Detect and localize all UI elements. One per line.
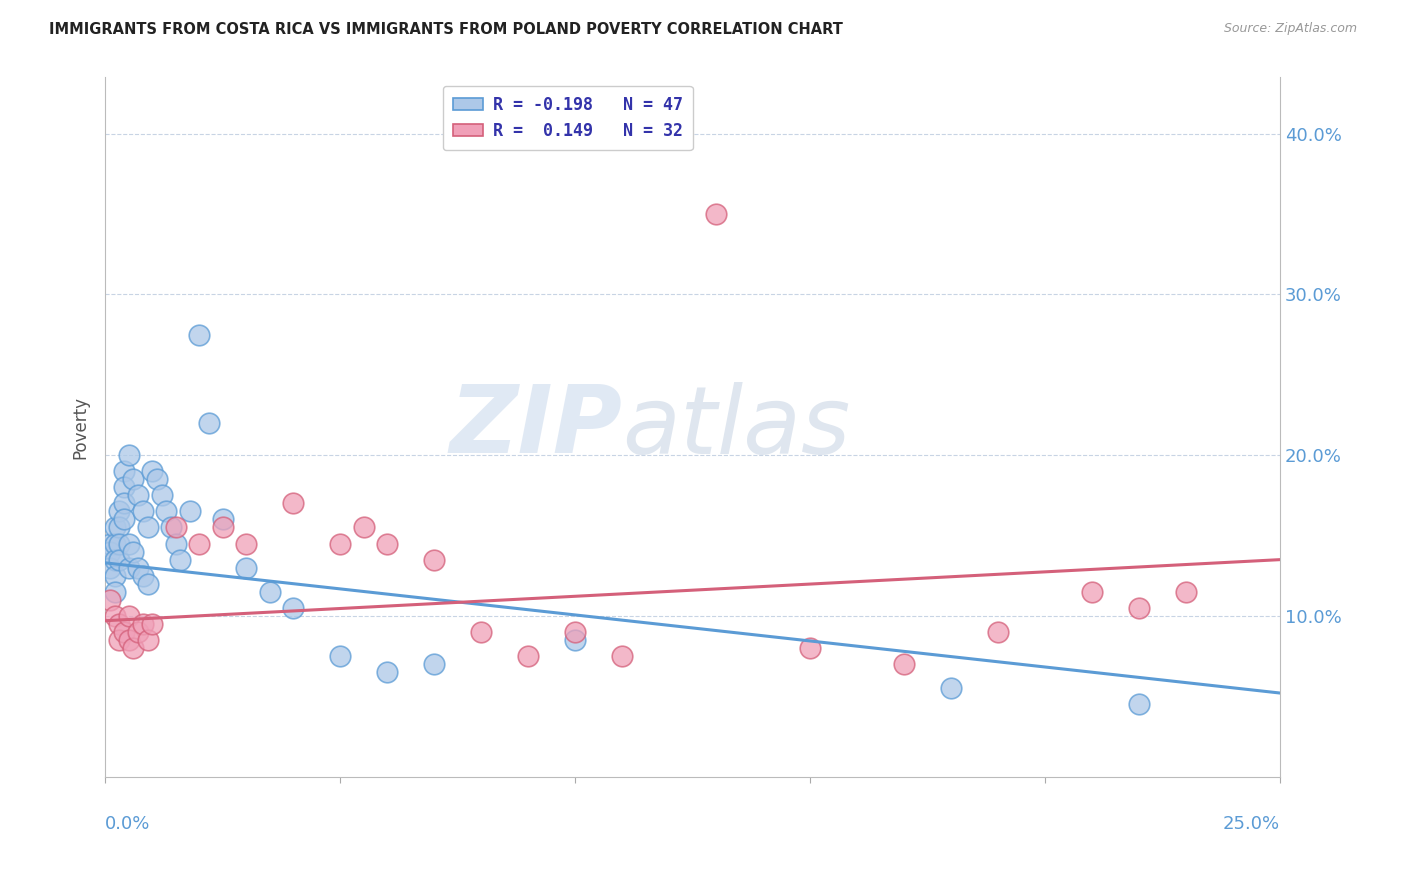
Point [136,520,159,534]
Point [108,536,131,550]
Point [104,608,127,623]
Point [118,560,141,574]
Point [423,552,446,566]
Point [104,536,127,550]
Point [98,592,121,607]
Point [98,544,121,558]
Point [283,600,305,615]
Point [235,536,257,550]
Point [1175,584,1198,599]
Point [564,624,586,639]
Point [108,504,131,518]
Text: ZIP: ZIP [450,381,621,473]
Point [423,657,446,672]
Point [939,681,962,696]
Point [127,488,149,502]
Point [150,488,173,502]
Point [136,576,159,591]
Point [987,624,1010,639]
Point [470,624,492,639]
Point [98,560,121,574]
Point [118,448,141,462]
Point [375,536,398,550]
Point [127,560,149,574]
Point [235,560,257,574]
Point [329,649,352,664]
Point [118,536,141,550]
Point [104,584,127,599]
Point [211,520,233,534]
Point [132,568,155,582]
Point [108,632,131,647]
Point [122,641,145,656]
Point [118,608,141,623]
Point [160,520,183,534]
Text: IMMIGRANTS FROM COSTA RICA VS IMMIGRANTS FROM POLAND POVERTY CORRELATION CHART: IMMIGRANTS FROM COSTA RICA VS IMMIGRANTS… [49,22,844,37]
Point [112,512,135,526]
Point [375,665,398,680]
Point [1128,600,1150,615]
Text: Source: ZipAtlas.com: Source: ZipAtlas.com [1223,22,1357,36]
Point [1128,698,1150,712]
Point [118,632,141,647]
Point [108,552,131,566]
Point [112,624,135,639]
Point [122,472,145,486]
Point [799,641,821,656]
Point [188,536,211,550]
Point [141,616,163,631]
Point [132,616,155,631]
Point [127,624,149,639]
Point [283,496,305,510]
Point [132,504,155,518]
Point [108,520,131,534]
Point [136,632,159,647]
Point [104,568,127,582]
Point [353,520,375,534]
Point [141,464,163,478]
Point [104,520,127,534]
Point [112,464,135,478]
Point [98,536,121,550]
Legend: R = -0.198   N = 47, R =  0.149   N = 32: R = -0.198 N = 47, R = 0.149 N = 32 [443,86,693,150]
Point [179,504,201,518]
Point [112,480,135,494]
Point [188,327,211,342]
Point [704,207,727,221]
Point [146,472,169,486]
Point [165,520,187,534]
Point [211,512,233,526]
Point [122,544,145,558]
Point [112,496,135,510]
Point [329,536,352,550]
Text: atlas: atlas [621,382,851,473]
Y-axis label: Poverty: Poverty [72,395,89,458]
Point [259,584,281,599]
Text: 0.0%: 0.0% [105,815,150,833]
Point [169,552,191,566]
Text: 25.0%: 25.0% [1223,815,1279,833]
Point [564,632,586,647]
Point [893,657,915,672]
Point [197,416,219,430]
Point [104,552,127,566]
Point [165,536,187,550]
Point [108,616,131,631]
Point [1081,584,1104,599]
Point [517,649,540,664]
Point [155,504,177,518]
Point [610,649,633,664]
